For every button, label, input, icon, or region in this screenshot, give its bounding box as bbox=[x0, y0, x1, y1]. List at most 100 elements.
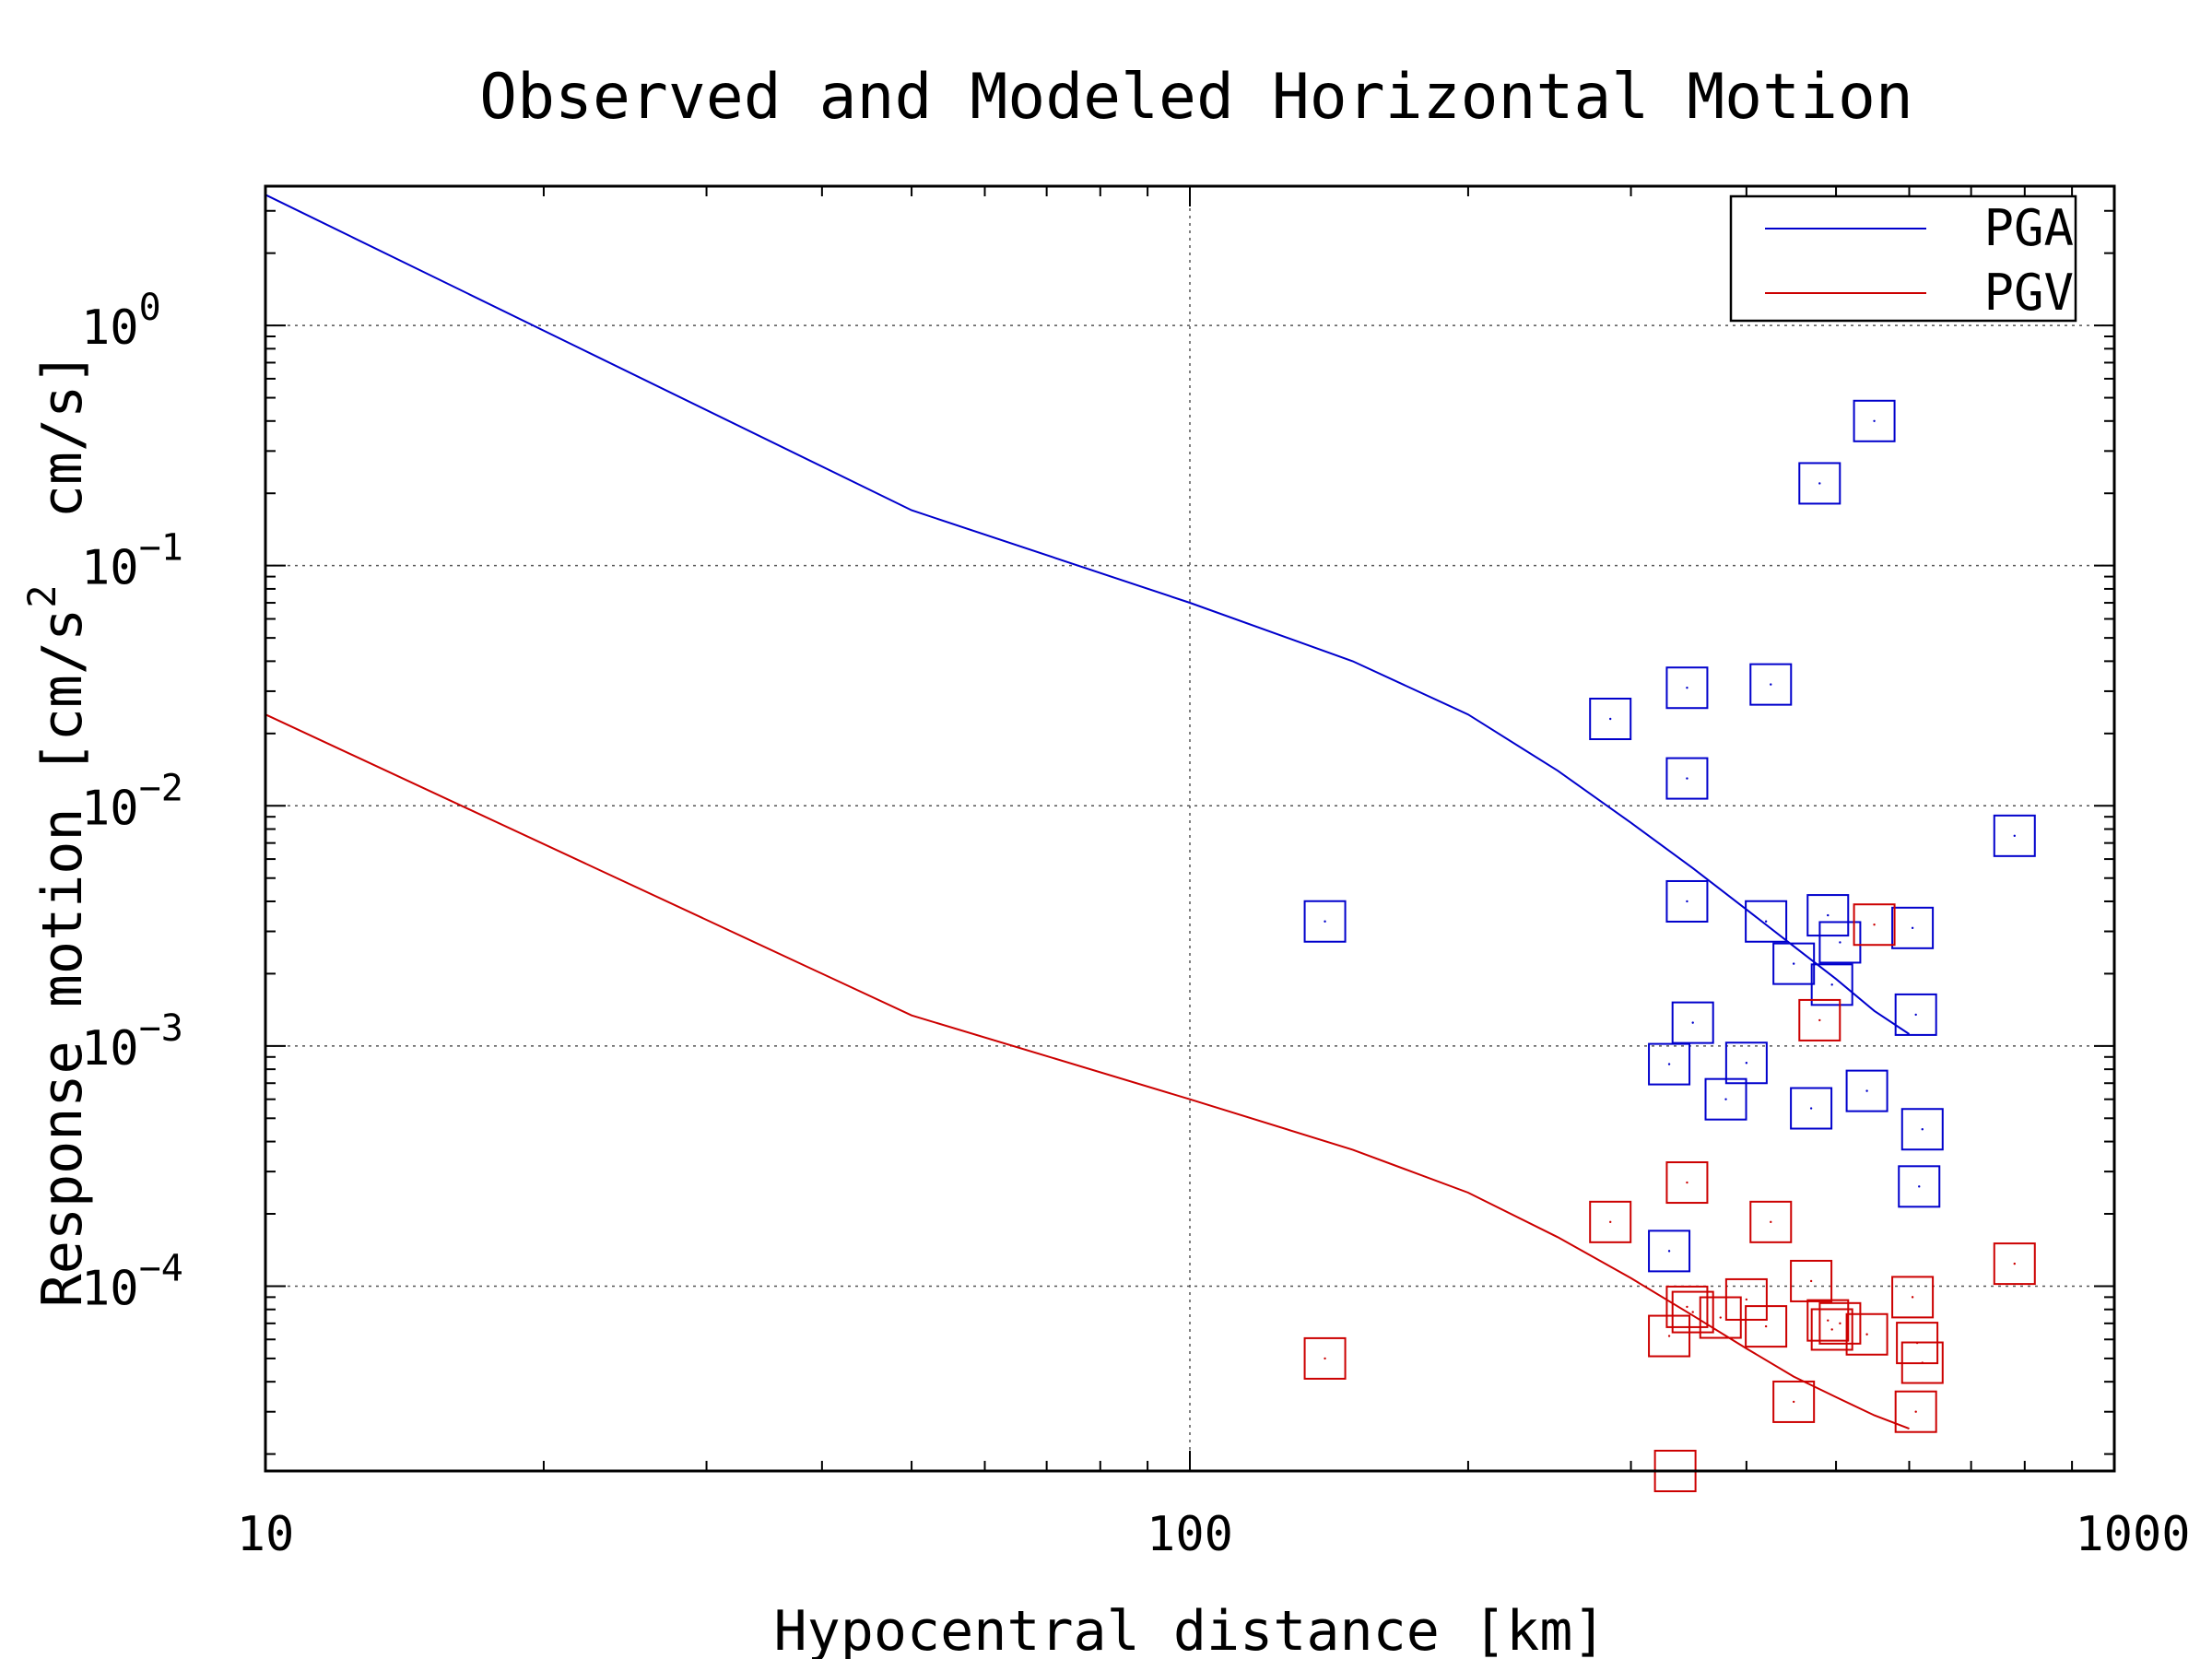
y-axis-label-superscript: 2 bbox=[19, 584, 65, 607]
data-point-dot bbox=[1609, 717, 1612, 721]
data-point-dot bbox=[1686, 777, 1688, 780]
data-point-marker bbox=[1853, 903, 1896, 947]
data-point-marker bbox=[1724, 1041, 1768, 1085]
data-point-marker bbox=[1894, 1390, 1937, 1433]
y-axis-label-text: Response motion [cm/s bbox=[30, 608, 95, 1308]
data-point-marker bbox=[1665, 879, 1709, 923]
data-point-marker bbox=[1648, 1314, 1691, 1358]
data-point-dot bbox=[2013, 834, 2016, 838]
y-axis-label: Response motion [cm/s2 cm/s] bbox=[19, 352, 95, 1308]
legend-label-pga: PGA bbox=[1983, 199, 2074, 257]
data-point-dot bbox=[1764, 1324, 1768, 1328]
data-point-marker bbox=[1589, 698, 1632, 741]
data-point-dot bbox=[1609, 1220, 1612, 1224]
data-point-dot bbox=[1686, 1181, 1688, 1184]
data-point-dot bbox=[1914, 1013, 1917, 1017]
y-tick-exponent: −1 bbox=[139, 527, 183, 570]
plot-area bbox=[265, 194, 2036, 1492]
data-point-dot bbox=[2013, 1262, 2016, 1265]
data-point-marker bbox=[1648, 1042, 1691, 1086]
data-point-marker bbox=[1806, 1299, 1850, 1342]
data-point-dot bbox=[1691, 1311, 1694, 1313]
data-point-marker bbox=[1900, 1341, 1944, 1384]
grid bbox=[265, 186, 2114, 1471]
data-point-dot bbox=[1770, 683, 1772, 686]
data-point-dot bbox=[1865, 1089, 1868, 1092]
legend: PGA PGV bbox=[1729, 194, 2077, 323]
data-point-marker bbox=[1798, 998, 1841, 1041]
data-point-marker bbox=[1745, 900, 1788, 943]
data-point-dot bbox=[1914, 1410, 1917, 1413]
data-point-marker bbox=[1845, 1312, 1888, 1356]
data-point-dot bbox=[1745, 1062, 1748, 1065]
data-point-marker bbox=[1818, 921, 1862, 964]
series-line-pga bbox=[265, 194, 1911, 1035]
data-point-marker bbox=[1891, 906, 1935, 949]
x-tick-labels: 10 100 1000 bbox=[237, 1507, 2191, 1562]
y-tick-label: 10−2 bbox=[81, 767, 183, 836]
data-point-marker bbox=[1671, 1290, 1714, 1334]
data-point-dot bbox=[1827, 1319, 1830, 1322]
data-point-dot bbox=[1719, 1316, 1722, 1319]
data-point-dot bbox=[1764, 920, 1768, 923]
data-point-marker bbox=[1699, 1296, 1742, 1339]
series-line-pgv bbox=[265, 713, 1910, 1430]
data-point-dot bbox=[1921, 1361, 1924, 1364]
data-point-marker bbox=[1898, 1165, 1941, 1208]
axis-ticks bbox=[265, 186, 2114, 1471]
y-tick-base: 10 bbox=[81, 1021, 139, 1077]
data-point-dot bbox=[1839, 941, 1841, 944]
y-tick-base: 10 bbox=[81, 1261, 139, 1316]
data-point-marker bbox=[1993, 814, 2036, 857]
x-tick-label: 10 bbox=[237, 1507, 295, 1562]
data-point-dot bbox=[1667, 1250, 1671, 1253]
y-tick-exponent: −2 bbox=[139, 767, 183, 809]
y-tick-label: 100 bbox=[81, 287, 161, 356]
data-point-marker bbox=[1853, 399, 1896, 442]
data-point-marker bbox=[1648, 1230, 1691, 1273]
data-point-dot bbox=[1667, 1063, 1671, 1065]
y-tick-exponent: −3 bbox=[139, 1007, 183, 1050]
data-point-marker bbox=[1303, 900, 1347, 943]
y-tick-label: 10−3 bbox=[81, 1007, 183, 1077]
data-point-marker bbox=[1665, 666, 1709, 710]
data-point-marker bbox=[1845, 1069, 1888, 1112]
data-point-marker bbox=[1891, 1276, 1935, 1319]
data-point-dot bbox=[1827, 913, 1830, 917]
data-point-marker bbox=[1900, 1108, 1944, 1151]
data-point-marker bbox=[1993, 1242, 2036, 1286]
data-point-dot bbox=[1809, 1279, 1813, 1283]
data-point-dot bbox=[1792, 1400, 1795, 1404]
data-point-dot bbox=[1921, 1128, 1924, 1131]
data-point-dot bbox=[1686, 1305, 1688, 1309]
data-point-dot bbox=[1324, 1357, 1326, 1360]
chart-title: Observed and Modeled Horizontal Motion bbox=[479, 61, 1913, 134]
data-point-marker bbox=[1745, 1305, 1788, 1348]
data-point-marker bbox=[1810, 1308, 1853, 1351]
data-point-dot bbox=[1911, 926, 1914, 930]
y-tick-exponent: 0 bbox=[139, 287, 161, 329]
data-point-marker bbox=[1818, 1301, 1862, 1345]
x-axis-label: Hypocentral distance [km] bbox=[773, 1599, 1606, 1659]
data-point-dot bbox=[1724, 1098, 1727, 1100]
data-point-dot bbox=[1911, 1296, 1914, 1299]
data-point-dot bbox=[1818, 1018, 1821, 1022]
y-tick-label: 10−1 bbox=[81, 527, 183, 596]
data-point-dot bbox=[1667, 1335, 1671, 1337]
data-point-dot bbox=[1830, 1328, 1833, 1331]
data-point-dot bbox=[1686, 900, 1688, 903]
x-tick-label: 1000 bbox=[2075, 1507, 2190, 1562]
y-tick-exponent: −4 bbox=[139, 1247, 183, 1289]
data-point-dot bbox=[1839, 1322, 1841, 1325]
data-point-marker bbox=[1790, 1259, 1833, 1302]
data-point-marker bbox=[1806, 894, 1850, 937]
y-tick-base: 10 bbox=[81, 300, 139, 356]
data-point-marker bbox=[1772, 1380, 1816, 1423]
data-point-dot bbox=[1918, 1185, 1921, 1188]
data-point-dot bbox=[1865, 1333, 1868, 1335]
data-point-dot bbox=[1809, 1107, 1813, 1110]
y-tick-base: 10 bbox=[81, 781, 139, 836]
data-point-dot bbox=[1324, 920, 1326, 923]
data-point-dot bbox=[1830, 983, 1833, 986]
